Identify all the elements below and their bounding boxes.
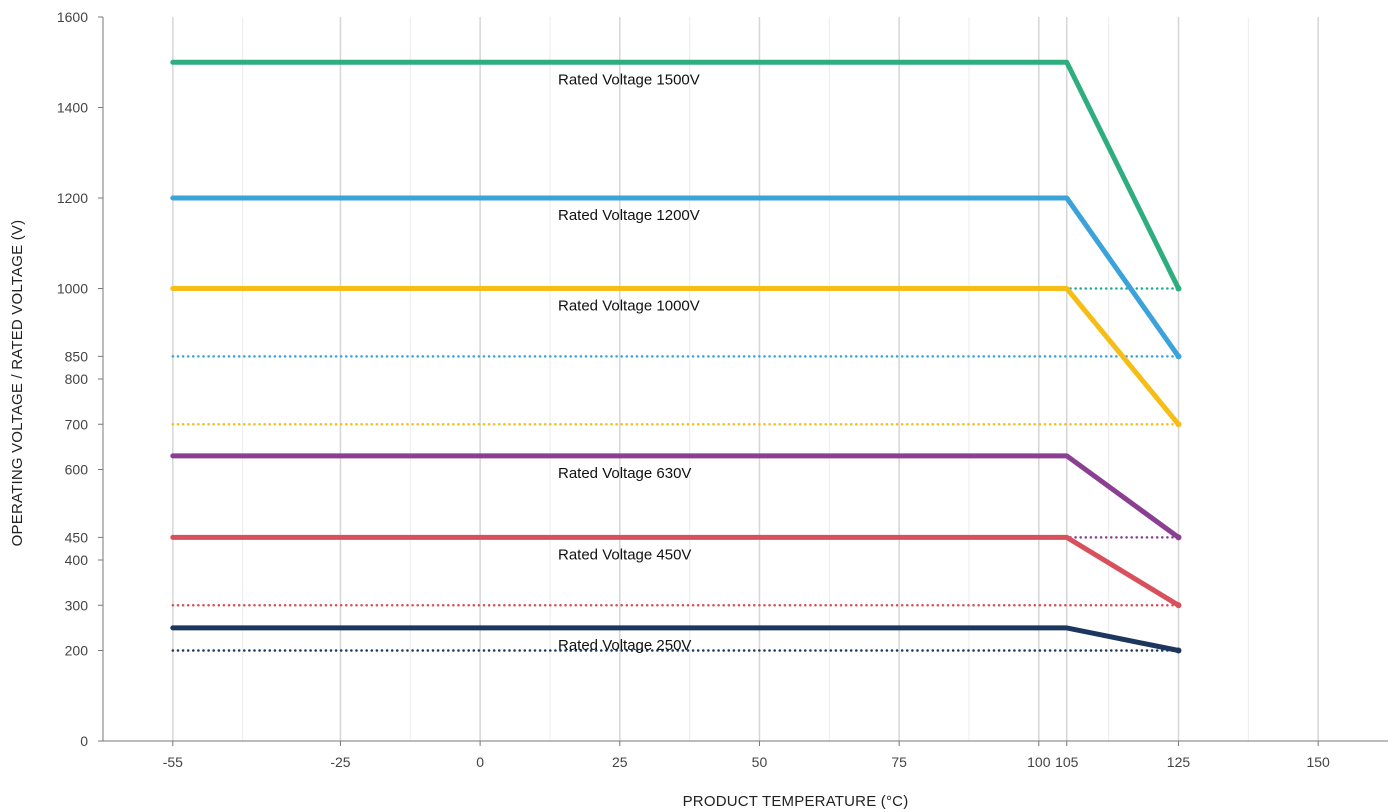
series-end-point: [1175, 647, 1182, 654]
x-tick-label: 125: [1167, 754, 1191, 770]
x-tick-label: 50: [752, 754, 768, 770]
y-tick-label: 600: [65, 462, 89, 478]
x-tick-label: -25: [330, 754, 350, 770]
series-label: Rated Voltage 450V: [558, 546, 691, 563]
series-label: Rated Voltage 1500V: [558, 71, 700, 88]
series-label: Rated Voltage 630V: [558, 465, 691, 482]
series-end-point: [1175, 534, 1182, 541]
series-line: [170, 286, 1181, 427]
grid-lines: [172, 17, 1319, 741]
series-end-point: [1175, 602, 1182, 609]
y-tick-label: 1600: [57, 9, 88, 25]
y-tick-label: 200: [65, 643, 89, 659]
x-tick-label: 105: [1055, 754, 1079, 770]
y-tick-label: 1200: [57, 190, 88, 206]
y-tick-label: 300: [65, 597, 89, 613]
series-line: [170, 625, 1181, 653]
y-tick-label: 1000: [57, 281, 88, 297]
y-tick-label: 700: [65, 416, 89, 432]
series-line: [170, 453, 1181, 540]
series-line: [170, 195, 1181, 359]
series-label: Rated Voltage 250V: [558, 637, 691, 654]
series-labels: Rated Voltage 1500V Rated Voltage 1200V Ra…: [558, 71, 700, 654]
x-tick-label: 0: [476, 754, 484, 770]
x-tick-label: 75: [891, 754, 907, 770]
y-tick-label: 1400: [57, 100, 88, 116]
y-tick-label: 400: [65, 552, 89, 568]
x-tick-label: 150: [1306, 754, 1330, 770]
x-tick-label: 100: [1027, 754, 1051, 770]
series-line: [170, 534, 1181, 608]
y-axis-title: OPERATING VOLTAGE / RATED VOLTAGE (V): [9, 220, 26, 547]
series-label: Rated Voltage 1200V: [558, 207, 700, 224]
series-end-point: [1175, 285, 1182, 292]
series-end-point: [1175, 353, 1182, 360]
series-lines: [170, 59, 1182, 654]
y-tick-label: 850: [65, 348, 89, 364]
series-label: Rated Voltage 1000V: [558, 298, 700, 315]
series-end-point: [1175, 421, 1182, 428]
y-tick-label: 800: [65, 371, 89, 387]
series-line: [170, 59, 1181, 291]
x-tick-label: -55: [163, 754, 183, 770]
x-tick-label: 25: [612, 754, 628, 770]
y-tick-label: 450: [65, 529, 89, 545]
y-tick-label: 0: [80, 733, 88, 749]
axes: -55 -25 0 25 50 75 100 105 125 150 0 200 300 400 450 60…: [57, 9, 1388, 770]
x-axis-title: PRODUCT TEMPERATURE (°C): [683, 793, 909, 810]
